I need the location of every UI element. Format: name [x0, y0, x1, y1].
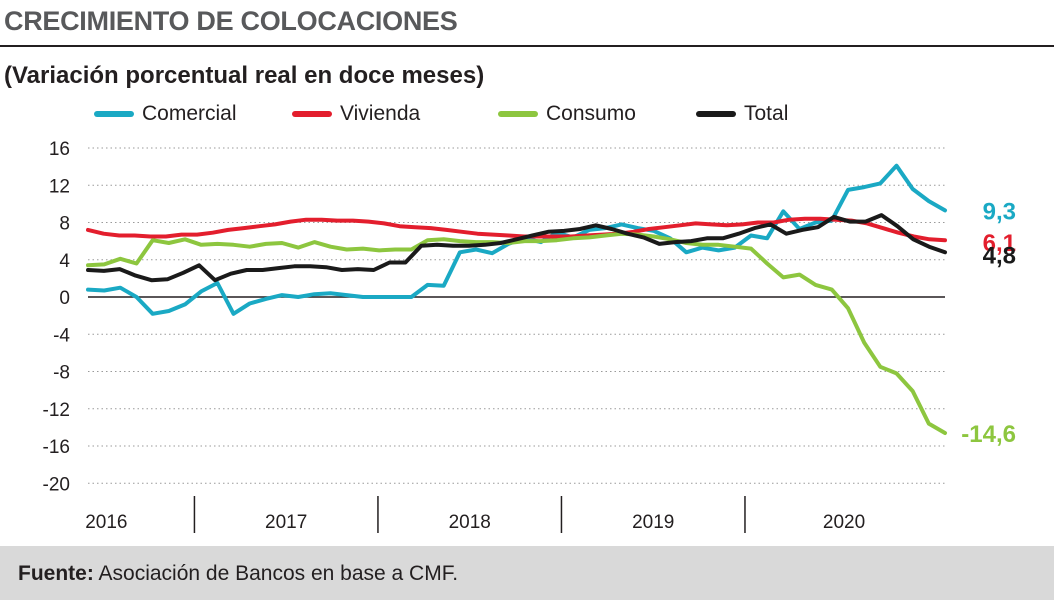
- end-value-label-comercial: 9,3: [983, 198, 1016, 225]
- x-tick-label: 2019: [632, 512, 674, 533]
- y-tick-label: -16: [43, 437, 70, 458]
- legend: Comercial Vivienda Consumo Total: [0, 98, 1054, 130]
- legend-item-consumo: Consumo: [498, 98, 636, 130]
- y-tick-label: 0: [59, 288, 70, 309]
- source-note: Fuente: Asociación de Bancos en base a C…: [18, 562, 458, 586]
- source-text: Asociación de Bancos en base a CMF.: [98, 562, 459, 585]
- end-value-label-vivienda: 6,1: [983, 230, 1016, 257]
- legend-label-total: Total: [744, 102, 789, 125]
- line-chart: 16 12 8 4 0 -4 -8 -12 -16 -20 2016 2017 2018 2019 2020…: [43, 139, 1016, 533]
- y-tick-label: 12: [49, 176, 70, 197]
- series-line-consumo: [86, 231, 947, 435]
- source-label: Fuente:: [18, 562, 94, 585]
- chart-title: CRECIMIENTO DE COLOCACIONES: [4, 6, 458, 36]
- end-value-label-total: 4,8: [983, 242, 1016, 269]
- series-line-vivienda: [86, 216, 947, 243]
- legend-item-comercial: Comercial: [94, 98, 237, 130]
- series-line-total: [86, 213, 947, 283]
- legend-swatch-consumo: [498, 111, 538, 117]
- legend-item-total: Total: [696, 98, 788, 130]
- legend-swatch-total: [696, 111, 736, 117]
- y-tick-label: -8: [53, 363, 70, 384]
- y-tick-label: 16: [49, 139, 70, 160]
- y-tick-label: -4: [53, 325, 70, 346]
- y-tick-label: -20: [43, 474, 70, 495]
- legend-item-vivienda: Vivienda: [292, 98, 420, 130]
- title-rule: [0, 45, 1054, 47]
- x-tick-label: 2018: [449, 512, 491, 533]
- source-footer: Fuente: Asociación de Bancos en base a C…: [0, 546, 1054, 600]
- legend-swatch-comercial: [94, 111, 134, 117]
- y-tick-label: 4: [59, 251, 70, 272]
- legend-swatch-vivienda: [292, 111, 332, 117]
- legend-label-consumo: Consumo: [546, 102, 636, 125]
- legend-label-vivienda: Vivienda: [340, 102, 421, 125]
- chart-subtitle: (Variación porcentual real en doce meses…: [4, 62, 485, 89]
- x-tick-label: 2016: [85, 512, 127, 533]
- y-tick-label: -12: [43, 400, 70, 421]
- y-tick-label: 8: [59, 214, 70, 235]
- x-tick-label: 2017: [265, 512, 307, 533]
- x-tick-label: 2020: [823, 512, 865, 533]
- legend-label-comercial: Comercial: [142, 102, 237, 125]
- end-value-label-consumo: -14,6: [961, 421, 1016, 448]
